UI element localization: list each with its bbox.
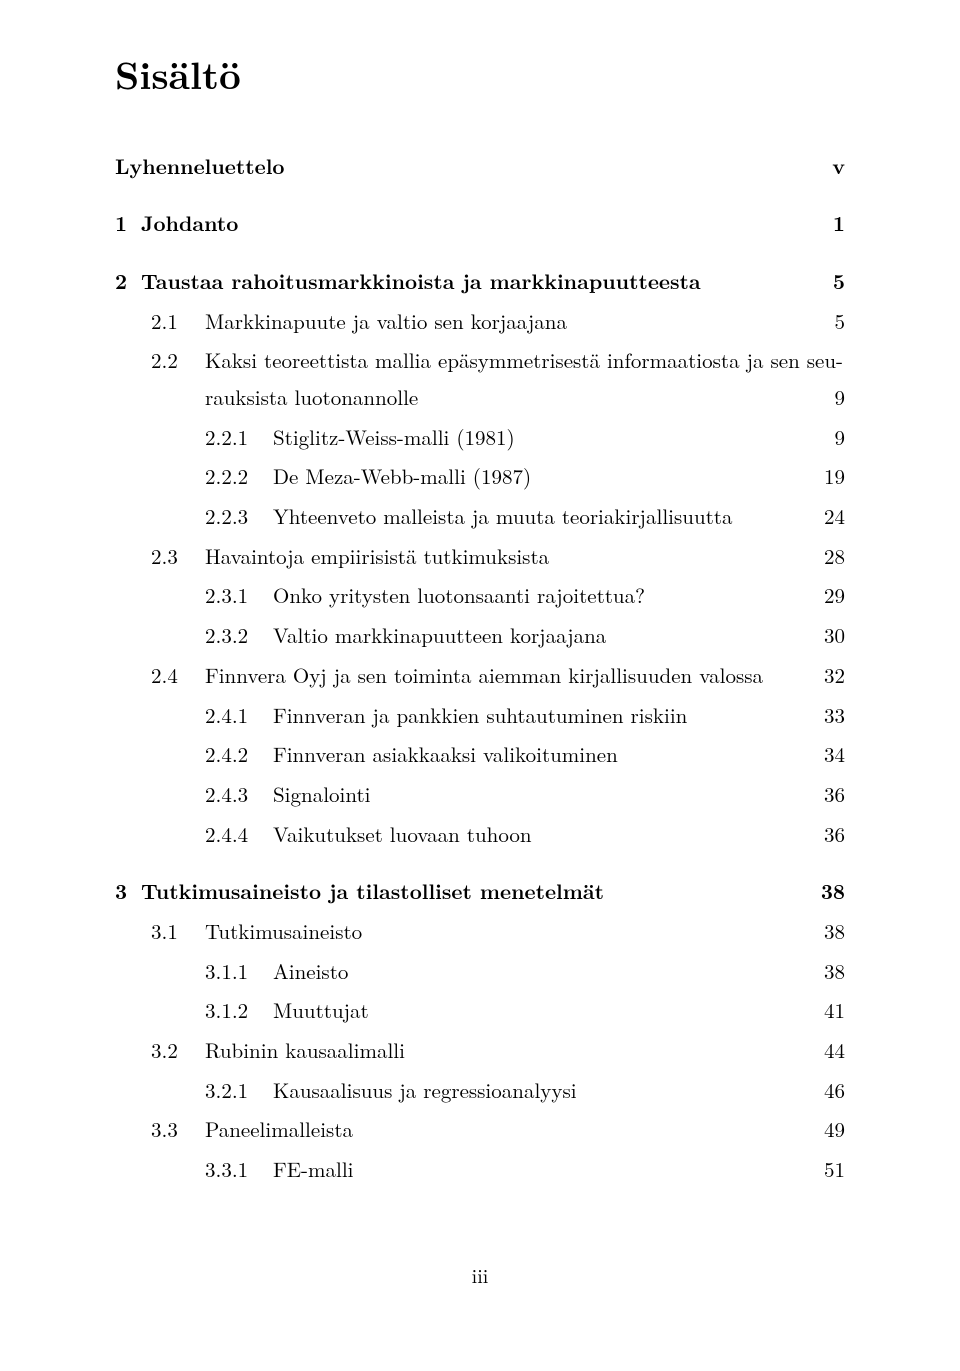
table-of-contents: Lyhenneluettelov1Johdanto12Taustaa rahoi… — [115, 149, 845, 1188]
toc-entry: 3.2.1Kausaalisuus ja regressioanalyysi 46 — [115, 1073, 845, 1109]
toc-entry-label: Kaksi teoreettista mallia epäsymmetrises… — [205, 343, 843, 379]
toc-entry-page: 36 — [817, 817, 845, 853]
toc-entry: 2.4.4Vaikutukset luovaan tuhoon 36 — [115, 817, 845, 853]
toc-entry: 3.2Rubinin kausaalimalli 44 — [115, 1033, 845, 1069]
toc-entry: 3.3Paneelimalleista 49 — [115, 1112, 845, 1148]
toc-entry-page: 28 — [817, 539, 845, 575]
toc-entry-label: Aineisto — [273, 954, 348, 990]
toc-entry-number: 2.1 — [151, 304, 205, 340]
toc-entry-number: 2.2 — [151, 343, 205, 379]
toc-entry: 3Tutkimusaineisto ja tilastolliset menet… — [115, 874, 845, 910]
toc-entry-label: Havaintoja empiirisistä tutkimuksista — [205, 539, 549, 575]
toc-entry: 2.2.3Yhteenveto malleista ja muuta teori… — [115, 499, 845, 535]
toc-entry: 2.4.3Signalointi 36 — [115, 777, 845, 813]
toc-entry-page: 29 — [817, 578, 845, 614]
toc-entry-label: Tutkimusaineisto — [205, 914, 362, 950]
toc-entry: 2.3.2Valtio markkinapuutteen korjaajana 3… — [115, 618, 845, 654]
toc-entry: 2.2.1Stiglitz-Weiss-malli (1981) 9 — [115, 420, 845, 456]
toc-entry-label: Paneelimalleista — [205, 1112, 353, 1148]
toc-entry-page: 44 — [817, 1033, 845, 1069]
toc-entry-label: Stiglitz-Weiss-malli (1981) — [273, 420, 515, 456]
toc-entry: 2.2Kaksi teoreettista mallia epäsymmetri… — [115, 343, 845, 415]
toc-entry-page: 1 — [817, 206, 845, 242]
page-number-footer: iii — [115, 1258, 845, 1292]
toc-entry-number: 2.2.2 — [205, 459, 273, 495]
toc-entry-page: 41 — [817, 993, 845, 1029]
toc-entry-number: 2.2.3 — [205, 499, 273, 535]
toc-entry-label: Signalointi — [273, 777, 370, 813]
toc-entry-number: 2.3.2 — [205, 618, 273, 654]
toc-entry-label: FE-malli — [273, 1152, 354, 1188]
toc-entry: 2.4Finnvera Oyj ja sen toiminta aiemman … — [115, 658, 845, 694]
toc-entry-page: 24 — [817, 499, 845, 535]
toc-entry-number: 3.3 — [151, 1112, 205, 1148]
toc-entry-page: 33 — [817, 698, 845, 734]
toc-entry-page: 32 — [817, 658, 845, 694]
toc-entry-label: Kausaalisuus ja regressioanalyysi — [273, 1073, 577, 1109]
toc-entry-label: De Meza-Webb-malli (1987) — [273, 459, 531, 495]
toc-entry: Lyhenneluettelo v — [115, 149, 845, 185]
toc-entry-number: 3.2.1 — [205, 1073, 273, 1109]
toc-entry-number: 2.2.1 — [205, 420, 273, 456]
toc-entry-number: 2.3.1 — [205, 578, 273, 614]
toc-entry-page: 49 — [817, 1112, 845, 1148]
toc-entry-number: 3.1.2 — [205, 993, 273, 1029]
toc-entry-number: 3.2 — [151, 1033, 205, 1069]
toc-entry-label: Rubinin kausaalimalli — [205, 1033, 405, 1069]
toc-entry-label: rauksista luotonannolle — [205, 380, 418, 416]
toc-entry-label: Finnveran ja pankkien suhtautuminen risk… — [273, 698, 687, 734]
toc-entry-label: Markkinapuute ja valtio sen korjaajana — [205, 304, 567, 340]
toc-entry-number: 3.1.1 — [205, 954, 273, 990]
toc-entry: 2.4.1Finnveran ja pankkien suhtautuminen… — [115, 698, 845, 734]
toc-entry-page: 51 — [817, 1152, 845, 1188]
toc-entry-number: 1 — [115, 206, 141, 242]
toc-entry-page: 9 — [817, 420, 845, 456]
toc-entry: 3.1.2Muuttujat 41 — [115, 993, 845, 1029]
toc-entry-number: 3 — [115, 874, 141, 910]
toc-entry-number: 2.4 — [151, 658, 205, 694]
toc-entry-label: Finnveran asiakkaaksi valikoituminen — [273, 737, 618, 773]
toc-entry-number: 3.1 — [151, 914, 205, 950]
toc-entry-label: Valtio markkinapuutteen korjaajana — [273, 618, 606, 654]
toc-entry-page: 38 — [817, 874, 845, 910]
toc-entry-label: Taustaa rahoitusmarkkinoista ja markkina… — [141, 264, 701, 300]
toc-entry: 2.4.2Finnveran asiakkaaksi valikoitumine… — [115, 737, 845, 773]
toc-entry-label: Tutkimusaineisto ja tilastolliset menete… — [141, 874, 604, 910]
toc-entry: 1Johdanto1 — [115, 206, 845, 242]
toc-entry-page: 46 — [817, 1073, 845, 1109]
toc-entry-label: Johdanto — [141, 206, 238, 242]
toc-entry: 3.3.1FE-malli 51 — [115, 1152, 845, 1188]
toc-entry-label: Muuttujat — [273, 993, 369, 1029]
toc-entry-label: Finnvera Oyj ja sen toiminta aiemman kir… — [205, 658, 763, 694]
toc-entry-number: 2.4.1 — [205, 698, 273, 734]
page-title: Sisältö — [115, 42, 845, 107]
toc-entry-label: Vaikutukset luovaan tuhoon — [273, 817, 532, 853]
toc-entry: 2.2.2De Meza-Webb-malli (1987) 19 — [115, 459, 845, 495]
toc-entry-label: Lyhenneluettelo — [115, 149, 284, 185]
toc-entry-page: 5 — [817, 264, 845, 300]
toc-entry-page: 30 — [817, 618, 845, 654]
toc-entry-number: 2.4.3 — [205, 777, 273, 813]
toc-entry: 2.3.1Onko yritysten luotonsaanti rajoite… — [115, 578, 845, 614]
toc-entry: 3.1.1Aineisto 38 — [115, 954, 845, 990]
toc-entry-page: 9 — [817, 380, 845, 416]
toc-entry-number: 3.3.1 — [205, 1152, 273, 1188]
toc-entry: 3.1Tutkimusaineisto 38 — [115, 914, 845, 950]
toc-entry: 2.3Havaintoja empiirisistä tutkimuksista… — [115, 539, 845, 575]
toc-entry: 2Taustaa rahoitusmarkkinoista ja markkin… — [115, 264, 845, 300]
toc-entry-label: Yhteenveto malleista ja muuta teoriakirj… — [273, 499, 732, 535]
toc-entry-page: 36 — [817, 777, 845, 813]
toc-entry-number: 2 — [115, 264, 141, 300]
toc-entry: 2.1Markkinapuute ja valtio sen korjaajan… — [115, 304, 845, 340]
toc-entry-page: 38 — [817, 914, 845, 950]
toc-entry-page: 38 — [817, 954, 845, 990]
toc-entry-label: Onko yritysten luotonsaanti rajoitettua? — [273, 578, 645, 614]
toc-entry-number: 2.4.4 — [205, 817, 273, 853]
toc-entry-page: 34 — [817, 737, 845, 773]
toc-entry-number: 2.4.2 — [205, 737, 273, 773]
toc-entry-number: 2.3 — [151, 539, 205, 575]
toc-entry-page: 5 — [817, 304, 845, 340]
toc-entry-page: 19 — [817, 459, 845, 495]
toc-entry-page: v — [817, 149, 845, 185]
